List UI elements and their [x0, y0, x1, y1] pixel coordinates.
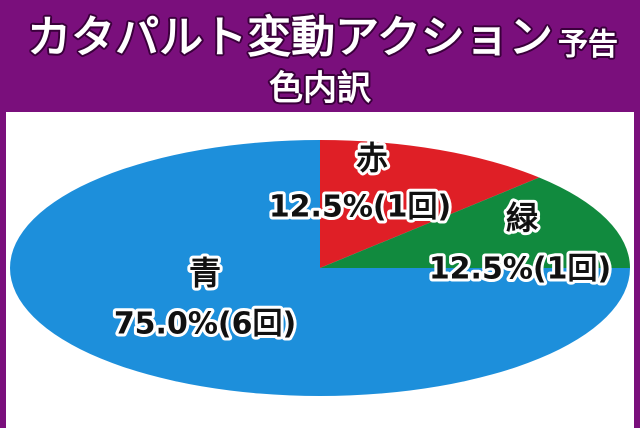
chart-title-suffix: 予告 [558, 28, 618, 63]
chart-subtitle: 色内訳 [269, 69, 372, 109]
pie-slice [10, 140, 630, 396]
value-label: 12.5%(1回) [429, 252, 611, 287]
slice-label: 緑 [506, 199, 539, 237]
slice-label: 赤 [356, 139, 388, 177]
chart-title: カタパルト変動アクション [27, 12, 553, 63]
pie-slice [320, 140, 540, 268]
pie-slice [320, 177, 630, 268]
value-label: 75.0%(6回) [114, 307, 296, 342]
slice-label: 青 [189, 254, 221, 292]
value-label: 12.5%(1回) [269, 190, 451, 225]
